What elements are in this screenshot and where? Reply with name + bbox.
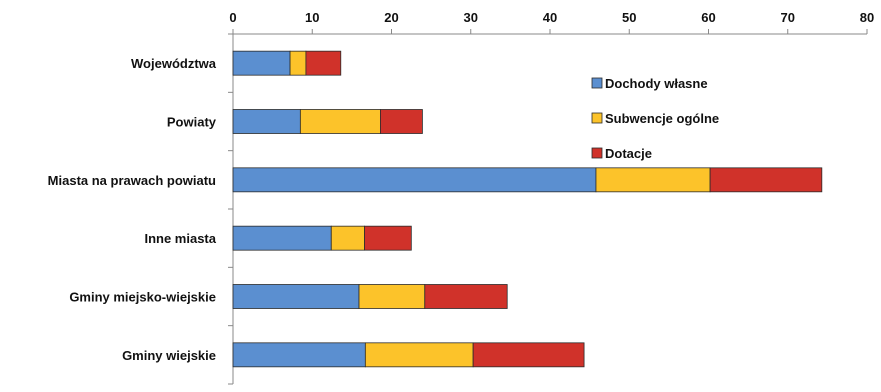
bars: [232, 50, 823, 368]
legend-label: Dochody własne: [605, 76, 708, 91]
x-tick-label: 50: [622, 10, 636, 25]
bar-segment-dotacje: [364, 225, 412, 251]
bar-segment-dochody-wlasne: [232, 50, 291, 76]
category-label: Województwa: [131, 56, 217, 71]
bar-segment-dochody-wlasne: [232, 167, 597, 193]
bar-segment-subwencje-ogolne: [330, 225, 365, 251]
legend: Dochody własne Subwencje ogólne Dotacje: [591, 76, 719, 161]
bar-segment-subwencje-ogolne: [289, 50, 307, 76]
bar-segment-dochody-wlasne: [232, 109, 301, 134]
x-tick-label: 10: [305, 10, 319, 25]
x-tick-label: 40: [543, 10, 557, 25]
legend-swatch: [591, 112, 603, 124]
category-label: Miasta na prawach powiatu: [48, 173, 216, 188]
legend-swatch: [591, 77, 603, 89]
bar-segment-dochody-wlasne: [232, 342, 366, 368]
x-tick-label: 0: [229, 10, 236, 25]
y-axis: Województwa Powiaty Miasta na prawach powi…: [48, 33, 234, 385]
bar-segment-dotacje: [380, 109, 423, 134]
category-label: Gminy miejsko-wiejskie: [69, 290, 216, 305]
x-axis: 0 10 20 30 40 50 60 70 80: [229, 10, 874, 35]
bar-segment-dochody-wlasne: [232, 225, 332, 251]
x-tick-label: 20: [384, 10, 398, 25]
bar-segment-subwencje-ogolne: [299, 109, 381, 134]
legend-label: Subwencje ogólne: [605, 111, 719, 126]
legend-label: Dotacje: [605, 146, 652, 161]
x-tick-label: 60: [701, 10, 715, 25]
category-label: Inne miasta: [144, 231, 216, 246]
x-tick-label: 80: [860, 10, 874, 25]
bar-segment-dotacje: [472, 342, 585, 368]
bar-segment-dotacje: [709, 167, 823, 193]
category-label: Gminy wiejskie: [122, 348, 216, 363]
bar-segment-dotacje: [305, 50, 342, 76]
bar-segment-dochody-wlasne: [232, 284, 360, 309]
x-tick-label: 30: [464, 10, 478, 25]
x-tick-label: 70: [781, 10, 795, 25]
legend-swatch: [591, 147, 603, 159]
category-label: Powiaty: [167, 115, 217, 130]
bar-segment-subwencje-ogolne: [364, 342, 474, 368]
bar-segment-subwencje-ogolne: [358, 284, 426, 309]
bar-segment-dotacje: [424, 284, 508, 309]
bar-segment-subwencje-ogolne: [595, 167, 711, 193]
